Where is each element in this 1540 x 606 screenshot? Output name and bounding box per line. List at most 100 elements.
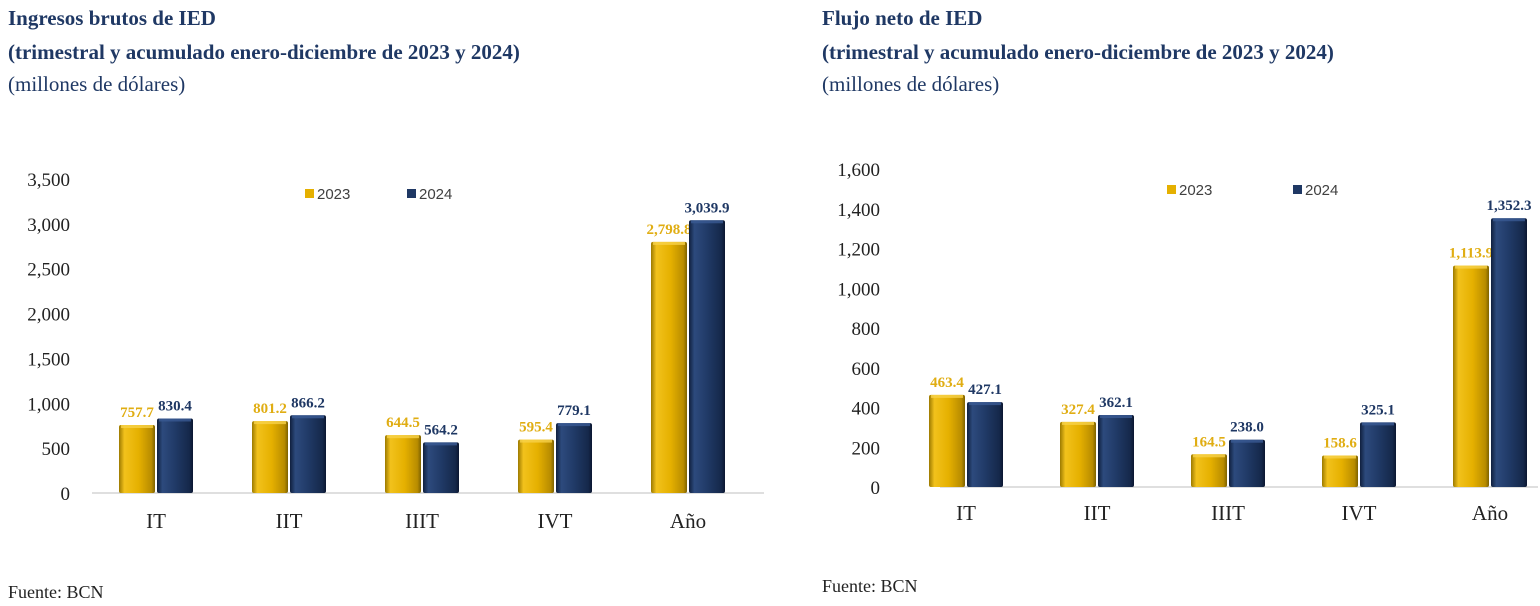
data-label: 238.0 <box>1230 420 1264 436</box>
x-tick-label: IIIT <box>405 509 439 533</box>
y-tick-label: 2,500 <box>27 260 70 281</box>
legend-swatch <box>407 189 416 198</box>
bar-top-highlight <box>292 415 324 419</box>
bar-top-highlight <box>969 402 1001 406</box>
bar-2023 <box>651 241 687 493</box>
x-tick-label: IT <box>146 509 166 533</box>
bar-top-highlight <box>691 220 723 224</box>
bar-2023 <box>929 394 965 487</box>
chart-source: Fuente: BCN <box>8 582 104 602</box>
x-tick-label: Año <box>1472 501 1508 525</box>
chart-title: Flujo neto de IED <box>822 6 983 30</box>
bar-2024 <box>1360 422 1396 487</box>
bar-2023 <box>1191 454 1227 487</box>
data-label: 779.1 <box>557 403 591 419</box>
data-label: 757.7 <box>120 405 154 421</box>
y-tick-label: 1,000 <box>27 394 70 415</box>
y-tick-label: 1,500 <box>27 349 70 370</box>
y-tick-label: 1,000 <box>837 279 880 300</box>
bar-2024 <box>290 415 326 493</box>
bar-2024 <box>423 442 459 493</box>
data-label: 362.1 <box>1099 395 1133 411</box>
bar-top-highlight <box>1100 415 1132 419</box>
bar-top-highlight <box>1324 455 1356 459</box>
bar-2024 <box>556 423 592 493</box>
chart-source: Fuente: BCN <box>822 576 918 596</box>
legend-swatch <box>1167 185 1176 194</box>
bar-2023 <box>252 421 288 493</box>
data-label: 158.6 <box>1323 435 1357 451</box>
y-tick-label: 500 <box>42 439 71 460</box>
y-tick-label: 3,000 <box>27 215 70 236</box>
chart-units: (millones de dólares) <box>8 72 186 96</box>
bar-2024 <box>967 402 1003 487</box>
data-label: 164.5 <box>1192 434 1226 450</box>
bar-2024 <box>157 418 193 493</box>
bar-2023 <box>1322 455 1358 487</box>
y-tick-label: 1,400 <box>837 200 880 221</box>
bar-2023 <box>518 439 554 493</box>
data-label: 866.2 <box>291 395 325 411</box>
bar-top-highlight <box>425 442 457 446</box>
x-tick-label: IVT <box>1342 501 1377 525</box>
bar-2023 <box>119 425 155 493</box>
data-label: 801.2 <box>253 401 287 417</box>
legend-label: 2023 <box>317 186 350 203</box>
bar-top-highlight <box>653 241 685 245</box>
chart-subtitle: (trimestral y acumulado enero-diciembre … <box>8 40 520 64</box>
y-tick-label: 800 <box>852 319 881 340</box>
x-tick-label: IIT <box>1084 501 1111 525</box>
bar-top-highlight <box>1362 422 1394 426</box>
x-tick-label: IVT <box>538 509 573 533</box>
x-tick-label: Año <box>670 509 706 533</box>
y-tick-label: 400 <box>852 399 881 420</box>
bar-2023 <box>1060 421 1096 487</box>
chart-panel-flujo: Flujo neto de IED (trimestral y acumulad… <box>814 0 1540 606</box>
y-tick-label: 3,500 <box>27 170 70 191</box>
y-tick-label: 0 <box>61 484 71 505</box>
bar-top-highlight <box>931 394 963 398</box>
data-label: 3,039.9 <box>685 200 730 216</box>
bar-top-highlight <box>1062 421 1094 425</box>
y-tick-label: 1,200 <box>837 240 880 261</box>
bar-2024 <box>1229 439 1265 487</box>
y-tick-label: 1,600 <box>837 160 880 181</box>
legend-swatch <box>1293 185 1302 194</box>
y-tick-label: 200 <box>852 438 881 459</box>
data-label: 564.2 <box>424 422 458 438</box>
bar-top-highlight <box>1231 439 1263 443</box>
chart-title: Ingresos brutos de IED <box>8 6 216 30</box>
bar-top-highlight <box>1455 265 1487 269</box>
legend-swatch <box>305 189 314 198</box>
bar-chart-flujo: 0 200 400 600 800 1,000 1,200 1,400 1,600 463.4 42… <box>837 160 1538 525</box>
bar-2024 <box>689 220 725 494</box>
bar-top-highlight <box>520 439 552 443</box>
data-label: 325.1 <box>1361 402 1395 418</box>
chart-panel-ingresos: Ingresos brutos de IED (trimestral y acu… <box>8 6 764 602</box>
y-tick-label: 0 <box>871 478 881 499</box>
data-label: 830.4 <box>158 399 192 415</box>
bar-top-highlight <box>1193 454 1225 458</box>
bar-2024 <box>1491 218 1527 487</box>
chart-subtitle: (trimestral y acumulado enero-diciembre … <box>822 40 1334 64</box>
y-tick-label: 2,000 <box>27 305 70 326</box>
data-label: 595.4 <box>519 420 553 436</box>
data-label: 327.4 <box>1061 402 1095 418</box>
bar-2023 <box>385 435 421 493</box>
x-tick-label: IIT <box>276 509 303 533</box>
data-label: 1,352.3 <box>1487 198 1532 214</box>
x-tick-label: IIIT <box>1211 501 1245 525</box>
data-label: 644.5 <box>386 415 420 431</box>
bar-2024 <box>1098 415 1134 487</box>
bar-top-highlight <box>121 425 153 429</box>
chart-units: (millones de dólares) <box>822 72 1000 96</box>
bar-top-highlight <box>254 421 286 425</box>
data-label: 1,113.9 <box>1449 246 1493 262</box>
legend-label: 2024 <box>1305 182 1338 199</box>
bar-2023 <box>1453 265 1489 487</box>
bar-top-highlight <box>159 418 191 422</box>
legend-label: 2023 <box>1179 182 1212 199</box>
y-tick-label: 600 <box>852 359 881 380</box>
bar-top-highlight <box>558 423 590 427</box>
